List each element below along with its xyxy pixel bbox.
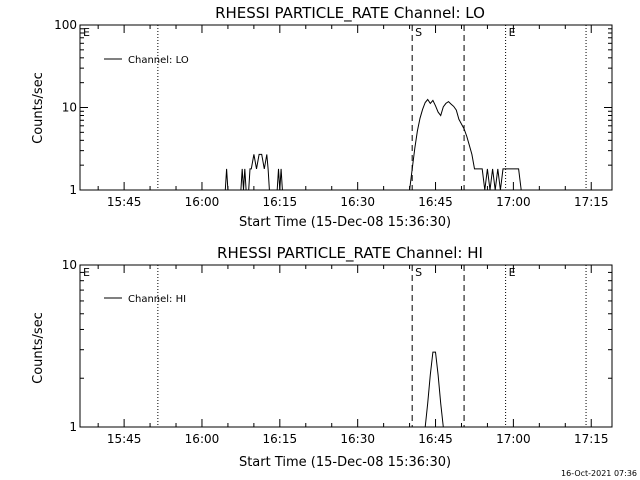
y-tick-label: 1 [69, 183, 77, 197]
plot-frame [79, 264, 613, 428]
x-tick-label: 16:00 [185, 195, 220, 209]
y-tick-label: 10 [62, 101, 77, 115]
y-tick-label: 10 [62, 258, 77, 272]
x-tick-label: 17:00 [496, 432, 531, 446]
panel-hi: RHESSI PARTICLE_RATE Channel: HI Counts/… [31, 244, 613, 470]
series-line [224, 98, 522, 191]
legend-label-lo: Channel: LO [128, 55, 189, 66]
marker-label: S [415, 266, 422, 279]
panel-lo: RHESSI PARTICLE_RATE Channel: LO Counts/… [31, 4, 613, 230]
marker-label: E [509, 266, 516, 279]
x-tick-label: 16:45 [418, 432, 453, 446]
x-tick-label: 16:30 [340, 432, 375, 446]
x-tick-label: 16:00 [185, 432, 220, 446]
y-tick-label: 100 [54, 18, 77, 32]
series-line [424, 351, 444, 428]
plot-timestamp: 16-Oct-2021 07:36 [561, 469, 637, 478]
marker-label: E [509, 26, 516, 39]
x-tick-label: 16:30 [340, 195, 375, 209]
x-tick-label: 16:15 [263, 432, 298, 446]
x-axis-label-hi: Start Time (15-Dec-08 15:36:30) [239, 455, 451, 470]
x-tick-label: 15:45 [107, 432, 142, 446]
x-tick-label: 15:45 [107, 195, 142, 209]
plot-frame [79, 24, 613, 191]
x-tick-label: 17:15 [574, 432, 609, 446]
x-tick-label: 17:15 [574, 195, 609, 209]
marker-label: S [415, 26, 422, 39]
marker-label: E [83, 26, 90, 39]
x-tick-label: 16:15 [263, 195, 298, 209]
x-tick-label: 16:45 [418, 195, 453, 209]
chart-title-lo: RHESSI PARTICLE_RATE Channel: LO [215, 4, 485, 23]
y-axis-label-lo: Counts/sec [31, 72, 46, 144]
x-axis-label-lo: Start Time (15-Dec-08 15:36:30) [239, 215, 451, 230]
y-tick-label: 1 [69, 420, 77, 434]
marker-label: E [83, 266, 90, 279]
x-tick-label: 17:00 [496, 195, 531, 209]
chart-title-hi: RHESSI PARTICLE_RATE Channel: HI [217, 244, 483, 263]
y-axis-label-hi: Counts/sec [31, 312, 46, 384]
legend-label-hi: Channel: HI [128, 294, 186, 305]
